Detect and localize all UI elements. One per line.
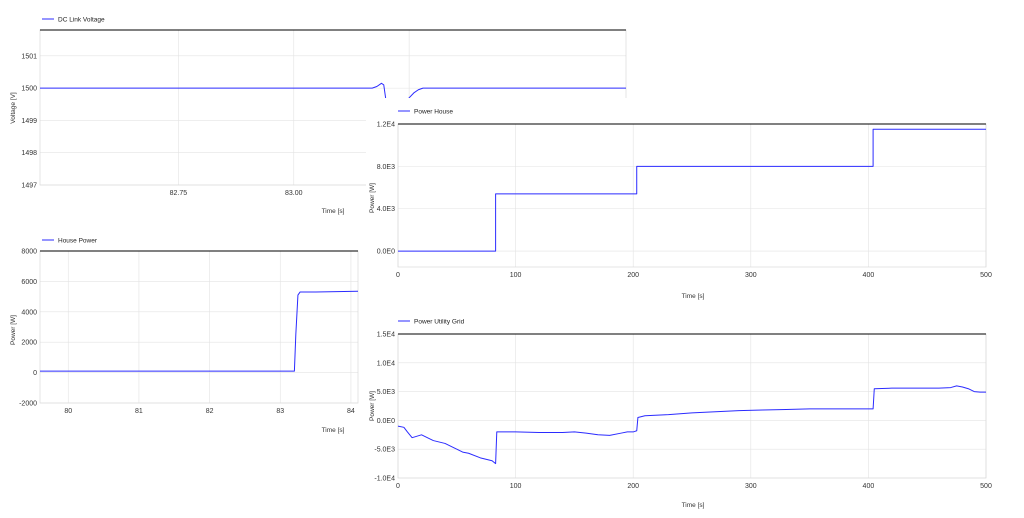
y-tick-label: 1497 xyxy=(21,183,37,190)
x-tick-label: 100 xyxy=(510,272,522,279)
legend-label: House Power xyxy=(58,238,98,245)
x-tick-label: 80 xyxy=(64,408,72,415)
y-tick-label: 1498 xyxy=(21,150,37,157)
y-axis-label: Power [W] xyxy=(369,391,376,421)
x-tick-label: 200 xyxy=(627,272,639,279)
y-tick-label: 2000 xyxy=(21,340,37,347)
y-tick-label: 1500 xyxy=(21,86,37,93)
house-power-chart: 80 81 82 83 84 -2000 0 2000 4000 6000 8000 House P… xyxy=(8,233,362,438)
plot-frame xyxy=(397,123,987,268)
legend-label: Power Utility Grid xyxy=(414,319,465,326)
x-tick-label: 82.75 xyxy=(170,190,188,197)
series-line xyxy=(397,385,986,465)
y-tick-label: 8000 xyxy=(21,249,37,256)
x-tick-label: 200 xyxy=(627,483,639,490)
y-tick-label: 0.0E0 xyxy=(377,249,395,256)
x-tick-label: 500 xyxy=(980,483,992,490)
x-tick-label: 83 xyxy=(276,408,284,415)
legend: House Power xyxy=(42,238,98,245)
x-tick-label: 82 xyxy=(206,408,214,415)
y-axis-label: Voltage [V] xyxy=(10,92,17,124)
y-tick-label: 1.2E4 xyxy=(377,122,395,129)
x-tick-label: 84 xyxy=(347,408,355,415)
plot-area: 0 100 200 300 400 500 0.0E0 4.0E3 8.0E3 1.2E4 xyxy=(377,122,992,280)
x-tick-label: 0 xyxy=(396,483,400,490)
y-tick-label: 8.0E3 xyxy=(377,164,395,171)
y-axis-label: Power [W] xyxy=(369,183,376,213)
y-tick-label: 1.5E4 xyxy=(377,332,395,339)
y-tick-label: 4.0E3 xyxy=(377,206,395,213)
power-utility-grid-chart: 0 100 200 300 400 500 -1.0E4 -5.0E3 0.0E0 5.0E3 1.… xyxy=(366,314,992,514)
y-tick-label: 0.0E0 xyxy=(377,418,395,425)
x-tick-label: 400 xyxy=(863,483,875,490)
legend-label: Power House xyxy=(414,109,453,116)
x-tick-label: 83.00 xyxy=(285,190,303,197)
y-tick-label: -2000 xyxy=(19,401,37,408)
y-tick-label: 6000 xyxy=(21,279,37,286)
legend: Power Utility Grid xyxy=(398,319,465,326)
x-tick-label: 300 xyxy=(745,272,757,279)
y-axis-label: Power [W] xyxy=(10,315,17,345)
y-tick-label: -5.0E3 xyxy=(374,447,395,454)
x-tick-label: 0 xyxy=(396,272,400,279)
x-axis-label: Time [s] xyxy=(682,293,705,300)
legend: Power House xyxy=(398,109,453,116)
y-tick-label: 1.0E4 xyxy=(377,360,395,367)
plot-frame xyxy=(39,250,359,404)
series-line xyxy=(40,290,359,372)
x-tick-label: 500 xyxy=(980,272,992,279)
y-tick-label: 1501 xyxy=(21,53,37,60)
x-tick-label: 300 xyxy=(745,483,757,490)
x-axis-label: Time [s] xyxy=(682,502,705,509)
legend: DC Link Voltage xyxy=(42,17,105,24)
y-tick-label: 4000 xyxy=(21,309,37,316)
y-tick-label: -1.0E4 xyxy=(374,476,395,483)
x-axis-label: Time [s] xyxy=(322,208,345,215)
y-tick-label: 5.0E3 xyxy=(377,389,395,396)
plot-frame xyxy=(397,333,987,479)
power-house-chart: 0 100 200 300 400 500 0.0E0 4.0E3 8.0E3 1.2E4 Pow… xyxy=(366,98,992,304)
x-tick-label: 100 xyxy=(510,483,522,490)
y-tick-label: 1499 xyxy=(21,118,37,125)
x-axis-label: Time [s] xyxy=(322,427,345,434)
x-tick-label: 81 xyxy=(135,408,143,415)
series-line xyxy=(398,128,986,252)
legend-label: DC Link Voltage xyxy=(58,17,105,24)
x-tick-label: 400 xyxy=(863,272,875,279)
y-tick-label: 0 xyxy=(33,370,37,377)
plot-area: 0 100 200 300 400 500 -1.0E4 -5.0E3 0.0E0 5.0E3 1.… xyxy=(374,332,992,491)
plot-area: 80 81 82 83 84 -2000 0 2000 4000 6000 8000 xyxy=(19,249,359,415)
